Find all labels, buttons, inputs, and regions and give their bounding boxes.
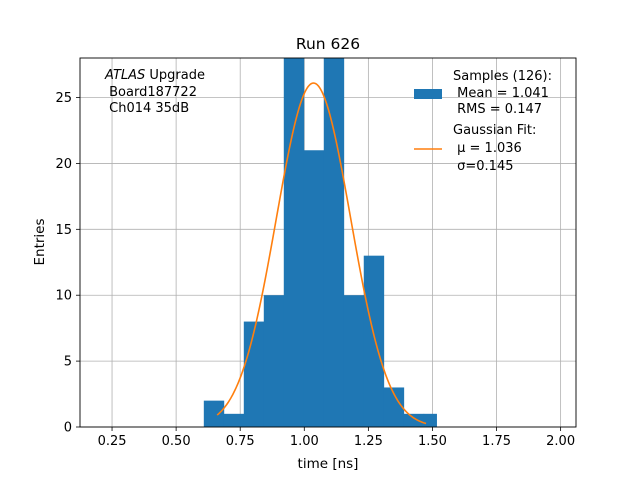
- y-axis-ticks: 0 5 10 15 20 25: [55, 91, 80, 436]
- histogram-bar-3: [263, 295, 285, 427]
- legend-samples-mean: Mean = 1.041: [453, 86, 549, 101]
- histogram-bar-2: [243, 321, 265, 427]
- histogram-bar-9: [383, 387, 405, 427]
- y-tick-label-3: 15: [55, 223, 72, 238]
- y-tick-label-2: 10: [55, 289, 72, 304]
- x-tick-label-5: 1.50: [418, 434, 447, 449]
- x-tick-label-3: 1.00: [290, 434, 319, 449]
- y-tick-label-0: 0: [64, 421, 72, 436]
- legend-samples-title: Samples (126):: [453, 69, 552, 84]
- histogram-bar-5: [303, 150, 325, 427]
- x-tick-label-7: 2.00: [546, 434, 575, 449]
- y-tick-label-4: 20: [55, 157, 72, 172]
- x-axis-label: time [ns]: [298, 456, 359, 472]
- legend-fit-title: Gaussian Fit:: [453, 123, 536, 138]
- y-tick-label-5: 25: [55, 91, 72, 106]
- chart-title: Run 626: [296, 35, 360, 53]
- legend-samples-rms: RMS = 0.147: [453, 102, 542, 117]
- histogram-bar-1: [223, 413, 245, 427]
- plot-frame: [79, 57, 577, 428]
- histogram-bar-7: [343, 295, 365, 427]
- histogram-bar-4: [283, 58, 305, 427]
- upgrade-label: Upgrade: [145, 68, 205, 83]
- legend-fit-sigma: σ=0.145: [453, 159, 513, 174]
- info-box: ATLAS Upgrade Board187722 Ch014 35dB: [104, 68, 205, 116]
- x-tick-label-4: 1.25: [354, 434, 383, 449]
- board-label: Board187722: [105, 85, 197, 100]
- histogram-bar-11: [423, 413, 437, 427]
- channel-label: Ch014 35dB: [105, 101, 189, 116]
- legend: Samples (126): Mean = 1.041 RMS = 0.147 …: [414, 69, 552, 174]
- legend-samples-swatch: [414, 89, 442, 99]
- info-line-1: ATLAS Upgrade: [104, 68, 205, 83]
- x-tick-label-0: 0.25: [98, 434, 127, 449]
- histogram-bar-10: [403, 413, 425, 427]
- y-tick-label-1: 5: [64, 355, 72, 370]
- x-axis-ticks: 0.25 0.50 0.75 1.00 1.25 1.50 1.75 2.00: [98, 427, 575, 449]
- gaussian-fit-line: [216, 82, 427, 425]
- x-tick-label-1: 0.50: [162, 434, 191, 449]
- x-tick-label-6: 1.75: [482, 434, 511, 449]
- x-tick-label-2: 0.75: [226, 434, 255, 449]
- atlas-label: ATLAS: [104, 68, 145, 83]
- histogram-bar-8: [363, 255, 385, 427]
- legend-fit-mu: μ = 1.036: [453, 141, 522, 156]
- histogram-bars: [203, 58, 437, 427]
- y-axis-label: Entries: [32, 218, 48, 265]
- histogram-bar-6: [323, 58, 345, 427]
- histogram-bar-0: [203, 400, 225, 427]
